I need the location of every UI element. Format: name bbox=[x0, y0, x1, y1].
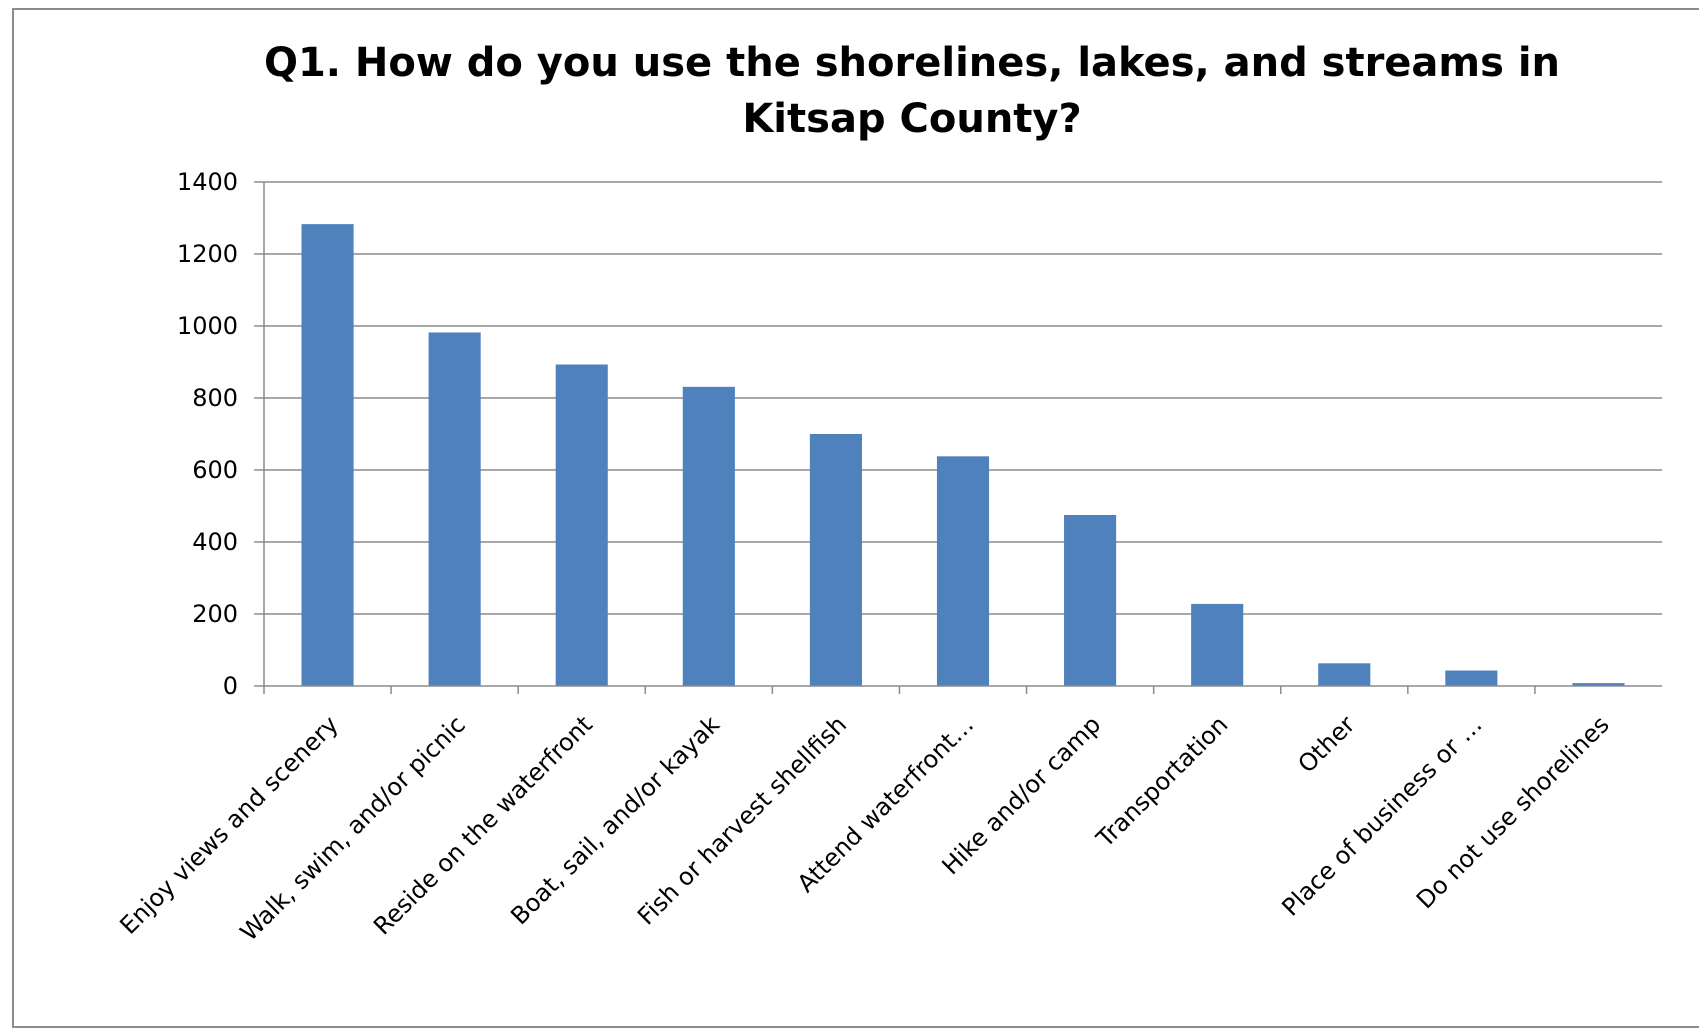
y-tick-label: 1200 bbox=[177, 240, 238, 268]
x-category-label: Boat, sail, and/or kayak bbox=[505, 710, 725, 930]
bar bbox=[555, 364, 608, 686]
bar bbox=[809, 434, 862, 686]
x-category-label: Reside on the waterfront bbox=[368, 710, 598, 940]
x-category-label: Other bbox=[1293, 710, 1361, 778]
y-tick-label: 1400 bbox=[177, 168, 238, 196]
y-tick-label: 600 bbox=[192, 456, 238, 484]
bars bbox=[301, 224, 1625, 686]
bar bbox=[682, 386, 735, 686]
x-category-label: Enjoy views and scenery bbox=[115, 710, 344, 939]
x-category-label: Transportation bbox=[1090, 710, 1233, 853]
bar bbox=[1318, 663, 1371, 686]
x-category-label: Walk, swim, and/or picnic bbox=[235, 710, 471, 946]
y-tick-label: 200 bbox=[192, 600, 238, 628]
bar bbox=[428, 332, 481, 686]
axes bbox=[263, 182, 1662, 694]
bar bbox=[1064, 515, 1117, 686]
y-tick-label: 400 bbox=[192, 528, 238, 556]
bar bbox=[936, 456, 990, 686]
chart-title-line-1: Q1. How do you use the shorelines, lakes… bbox=[264, 40, 1560, 86]
y-tick-label: 1000 bbox=[177, 312, 238, 340]
y-tick-label: 800 bbox=[192, 384, 238, 412]
bar bbox=[1191, 603, 1244, 686]
bar bbox=[1572, 683, 1625, 686]
y-tick-labels: 0 200 400 600 800 1000 1200 1400 bbox=[177, 168, 238, 700]
y-tick-label: 0 bbox=[223, 672, 238, 700]
bar bbox=[301, 224, 354, 686]
bar bbox=[1445, 670, 1498, 686]
chart-title-line-2: Kitsap County? bbox=[742, 96, 1081, 142]
x-category-label: Fish or harvest shellfish bbox=[632, 710, 852, 930]
